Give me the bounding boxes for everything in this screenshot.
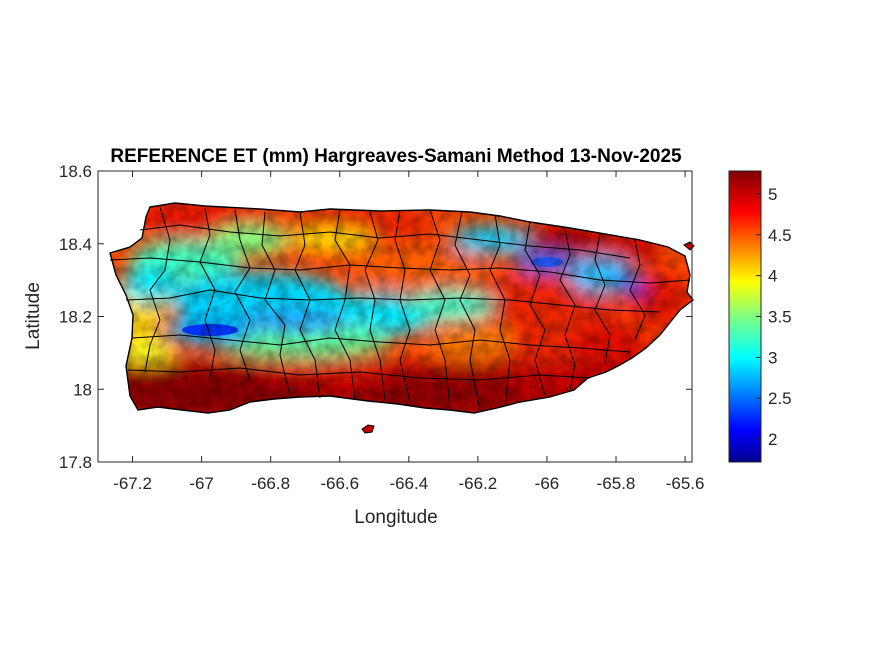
x-tick-label: -65.6 xyxy=(666,474,705,493)
caja-de-muertos-island xyxy=(361,424,375,434)
map-title: REFERENCE ET (mm) Hargreaves-Samani Meth… xyxy=(110,146,682,167)
colorbar-ticks: 2 2.5 3 3.5 4 4.5 5 xyxy=(756,185,792,449)
colorbar xyxy=(728,170,762,463)
colorbar-tick-label: 2.5 xyxy=(768,389,792,408)
colorbar-tick-label: 4 xyxy=(768,267,777,286)
colorbar-tick-label: 3 xyxy=(768,348,777,367)
y-tick-label: 18.2 xyxy=(59,308,92,327)
y-tick-label: 18.4 xyxy=(59,235,92,254)
y-tick-label: 17.8 xyxy=(59,453,92,472)
x-axis-title: Longitude xyxy=(354,507,437,528)
x-tick-label: -66.6 xyxy=(320,474,359,493)
x-tick-label: -67.2 xyxy=(113,474,152,493)
colorbar-tick-label: 4.5 xyxy=(768,226,792,245)
municipality-boundaries xyxy=(109,206,691,411)
x-axis-ticks: -67.2 -67 -66.8 -66.6 -66.4 -66.2 -66 -65.8 -65.… xyxy=(113,171,704,493)
x-tick-label: -66.2 xyxy=(459,474,498,493)
x-tick-label: -65.8 xyxy=(597,474,636,493)
colorbar-tick-label: 5 xyxy=(768,185,777,204)
x-tick-label: -66.4 xyxy=(389,474,428,493)
x-tick-label: -67 xyxy=(189,474,214,493)
y-tick-label: 18.6 xyxy=(59,162,92,181)
y-axis-ticks: 18.6 18.4 18.2 18 17.8 xyxy=(59,162,692,472)
x-tick-label: -66.8 xyxy=(251,474,290,493)
y-tick-label: 18 xyxy=(73,380,92,399)
colorbar-tick-label: 2 xyxy=(768,430,777,449)
y-axis-title: Latitude xyxy=(23,282,44,350)
x-tick-label: -66 xyxy=(535,474,560,493)
colorbar-tick-label: 3.5 xyxy=(768,308,792,327)
